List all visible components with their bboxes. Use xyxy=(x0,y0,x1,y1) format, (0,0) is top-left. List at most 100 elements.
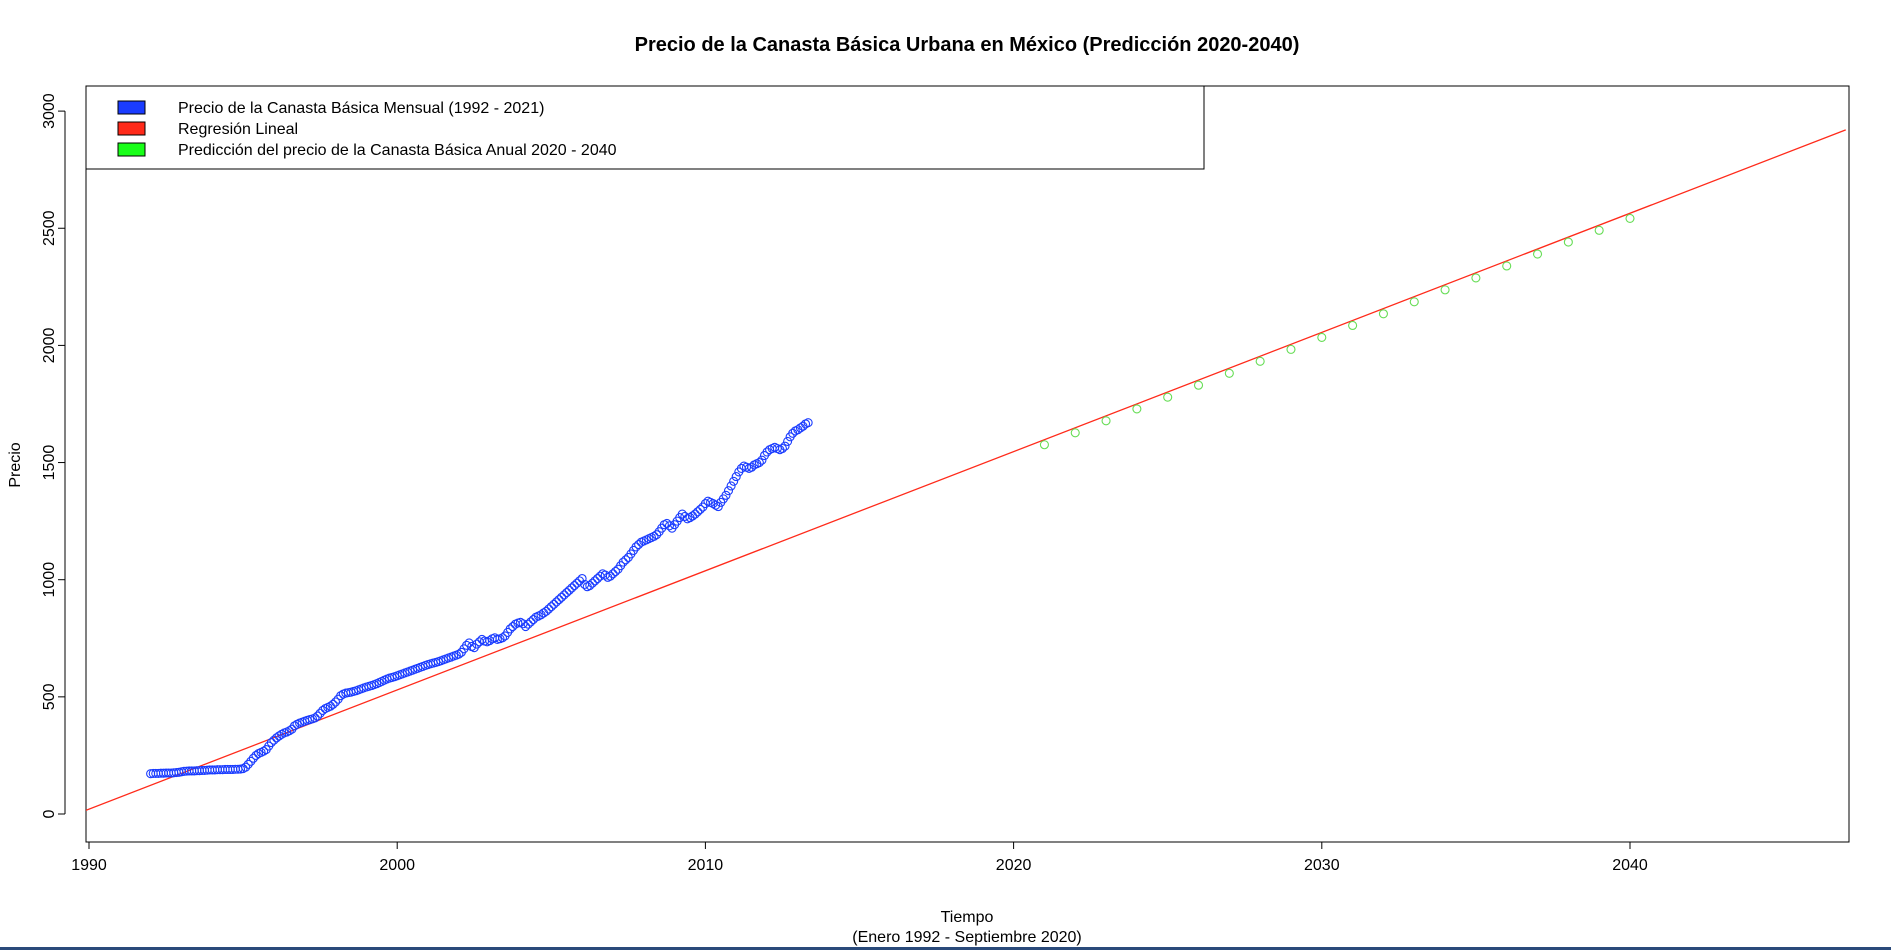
monthly-price-point xyxy=(711,500,721,510)
prediction-point xyxy=(1286,344,1296,354)
monthly-price-point xyxy=(521,622,531,632)
x-tick-label: 2000 xyxy=(379,857,415,874)
monthly-price-point xyxy=(757,455,767,465)
monthly-price-point xyxy=(754,457,764,468)
monthly-price-point xyxy=(664,521,674,531)
prediction-point xyxy=(1193,380,1204,390)
monthly-price-point xyxy=(325,701,335,711)
regression-line xyxy=(86,129,1846,811)
monthly-price-point xyxy=(331,697,341,707)
prediction-point xyxy=(1348,320,1358,331)
monthly-price-point xyxy=(608,569,618,579)
y-tick-label: 0 xyxy=(41,809,58,818)
monthly-price-point xyxy=(780,441,790,451)
monthly-price-point xyxy=(523,619,533,629)
prediction-point xyxy=(1132,404,1142,414)
monthly-price-point xyxy=(677,509,687,519)
monthly-price-point xyxy=(605,571,615,581)
prediction-point xyxy=(1440,285,1450,295)
y-tick-label: 1500 xyxy=(41,445,58,481)
y-tick-label: 3000 xyxy=(41,93,58,129)
monthly-price-point xyxy=(274,731,284,741)
monthly-price-point xyxy=(315,708,325,718)
monthly-price-point xyxy=(277,729,287,739)
legend-swatch-monthly xyxy=(117,100,146,115)
x-axis-sublabel: (Enero 1992 - Septiembre 2020) xyxy=(852,929,1081,946)
legend-box xyxy=(85,85,1205,170)
x-tick-label: 2010 xyxy=(688,857,724,874)
monthly-price-point xyxy=(652,530,662,540)
monthly-price-point xyxy=(621,555,631,565)
monthly-price-point xyxy=(577,573,587,584)
monthly-price-point xyxy=(505,624,515,634)
prediction-point xyxy=(1224,368,1234,378)
y-tick-label: 2000 xyxy=(41,328,58,364)
monthly-price-point xyxy=(246,756,256,766)
monthly-price-point xyxy=(803,418,813,428)
monthly-price-point xyxy=(248,753,258,763)
monthly-price-point xyxy=(328,699,338,709)
monthly-price-point xyxy=(569,581,579,591)
monthly-price-point xyxy=(336,691,346,701)
monthly-price-point xyxy=(564,585,574,595)
monthly-price-point xyxy=(783,436,793,447)
y-axis-label: Precio xyxy=(7,442,24,487)
legend-swatch-regression xyxy=(117,121,146,136)
monthly-price-point xyxy=(544,604,554,614)
prediction-point xyxy=(1532,249,1543,259)
plot-frame xyxy=(85,85,1850,843)
monthly-price-point xyxy=(726,481,736,491)
legend: Precio de la Canasta Básica Mensual (199… xyxy=(85,85,1205,170)
monthly-price-point xyxy=(777,443,787,454)
monthly-price-point xyxy=(541,606,551,616)
monthly-price-point xyxy=(567,583,577,593)
x-tick-label: 2030 xyxy=(1304,857,1340,874)
monthly-price-point xyxy=(590,576,600,586)
monthly-price-point xyxy=(313,711,323,721)
prediction-point xyxy=(1563,237,1573,247)
monthly-price-point xyxy=(284,726,294,736)
legend-label-regression: Regresión Lineal xyxy=(178,121,298,138)
prediction-point xyxy=(1594,225,1604,235)
prediction-point xyxy=(1317,332,1327,342)
prediction-point xyxy=(1039,440,1049,450)
monthly-price-point xyxy=(631,542,641,552)
monthly-price-point xyxy=(723,486,734,496)
prediction-point xyxy=(1409,297,1419,307)
y-axis: 0 500 1000 1500 2000 2500 3000 xyxy=(41,93,66,818)
monthly-price-point xyxy=(618,557,628,567)
monthly-price-point xyxy=(310,713,320,723)
legend-label-prediction: Predicción del precio de la Canasta Bási… xyxy=(178,142,617,159)
x-tick-label: 1990 xyxy=(71,857,107,874)
prediction-point xyxy=(1163,392,1173,402)
x-tick-label: 2040 xyxy=(1612,857,1648,874)
monthly-price-point xyxy=(559,590,569,600)
monthly-price-point xyxy=(551,597,561,607)
monthly-price-point xyxy=(649,531,659,541)
monthly-price-point xyxy=(721,490,731,500)
monthly-price-point xyxy=(454,649,464,659)
legend-label-monthly: Precio de la Canasta Básica Mensual (199… xyxy=(178,100,544,117)
monthly-price-point xyxy=(693,507,703,517)
prediction-point xyxy=(1101,416,1111,426)
monthly-price-point xyxy=(472,639,482,649)
regression-line-layer xyxy=(86,129,1846,811)
prediction-point xyxy=(1378,309,1388,319)
monthly-price-point xyxy=(318,705,328,715)
monthly-price-point xyxy=(259,746,269,756)
monthly-price-point xyxy=(526,617,536,627)
monthly-price-point xyxy=(690,509,700,519)
monthly-price-point xyxy=(266,737,276,748)
monthly-price-point xyxy=(251,750,261,760)
x-axis-label: Tiempo xyxy=(941,909,994,926)
monthly-price-point xyxy=(549,599,559,609)
monthly-price-point xyxy=(610,566,621,577)
y-tick-label: 500 xyxy=(41,683,58,710)
window-bottom-border xyxy=(0,947,1891,950)
monthly-price-point xyxy=(592,573,603,584)
prediction-point xyxy=(1471,273,1481,283)
monthly-price-point xyxy=(243,759,253,769)
legend-swatch-prediction xyxy=(117,142,146,157)
monthly-price-point xyxy=(731,472,741,482)
